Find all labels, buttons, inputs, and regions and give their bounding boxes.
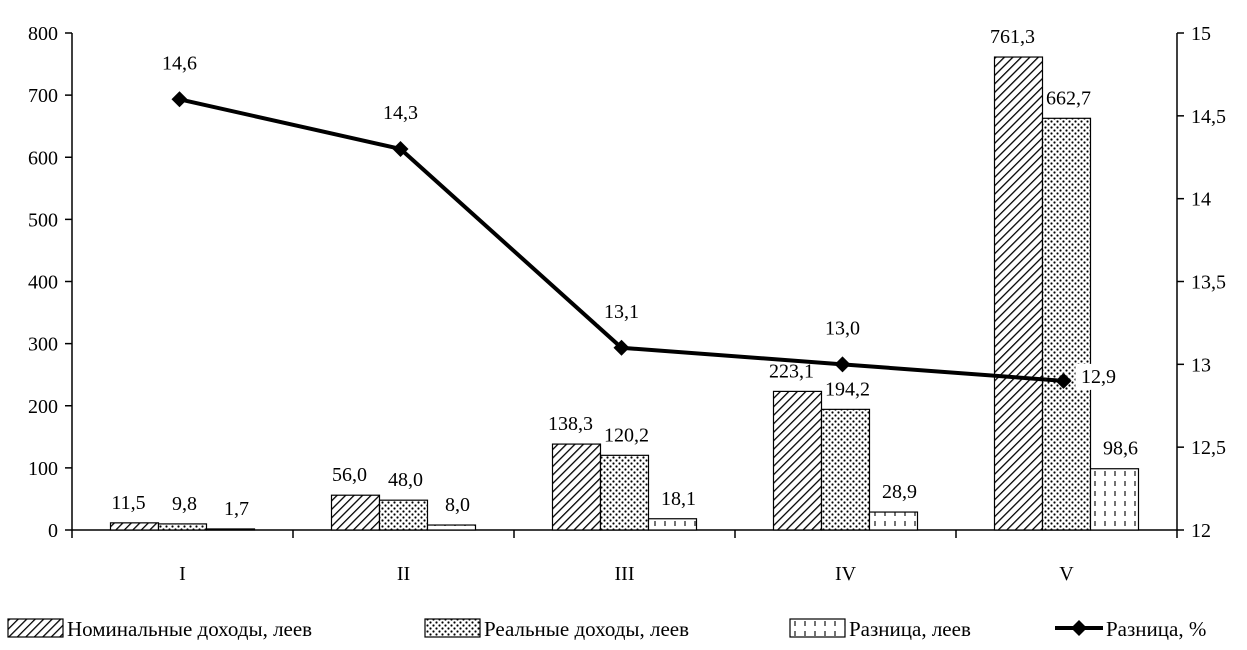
line-data-label: 12,9: [1081, 366, 1116, 388]
line-label-background: [1075, 363, 1122, 390]
left-axis-tick-label: 400: [28, 272, 58, 294]
legend-label: Реальные доходы, леев: [484, 617, 689, 641]
legend-swatch: [424, 618, 481, 638]
legend-swatch: [7, 618, 64, 638]
bar: [157, 523, 208, 531]
bar-data-label: 18,1: [661, 488, 696, 510]
right-axis-tick-label: 12: [1191, 520, 1211, 542]
line-data-label: 14,6: [162, 52, 197, 74]
right-axis-tick-label: 14: [1191, 189, 1211, 211]
left-axis-tick-label: 600: [28, 147, 58, 169]
line-data-label: 13,0: [825, 317, 860, 339]
left-axis-tick-label: 0: [48, 520, 58, 542]
bar-data-label: 8,0: [445, 494, 470, 516]
right-axis-tick-label: 14,5: [1191, 106, 1226, 128]
diamond-marker: [834, 356, 851, 373]
line-data-label: 13,1: [604, 301, 639, 323]
left-axis-tick-label: 300: [28, 334, 58, 356]
right-axis-tick-label: 12,5: [1191, 437, 1226, 459]
line-series: [171, 91, 1072, 389]
left-axis-tick-label: 500: [28, 209, 58, 231]
bar-data-label: 194,2: [825, 378, 870, 400]
diamond-marker: [1055, 372, 1072, 389]
diamond-marker: [171, 91, 188, 108]
bar: [599, 454, 650, 531]
x-axis-tick-label: IV: [835, 563, 857, 585]
legend-swatch: [789, 618, 846, 638]
right-axis-tick-label: 15: [1191, 23, 1211, 45]
legend: Номинальные доходы, леев Реальные доходы,…: [7, 617, 1206, 641]
line-data-label: 14,3: [383, 102, 418, 124]
line-label-background: [597, 297, 646, 324]
line-label-background: [155, 49, 204, 76]
left-axis-tick-label: 200: [28, 396, 58, 418]
data-labels: 11,5 56,0 138,3 223,1 761,3 9,8 48,0 120,2 194,2…: [111, 26, 1138, 520]
right-axis-tick-label: 13: [1191, 354, 1211, 376]
legend-label: Разница, леев: [849, 617, 971, 641]
bar: [993, 56, 1044, 531]
bar: [330, 494, 381, 531]
x-axis-tick-label: V: [1059, 563, 1074, 585]
bar: [647, 518, 698, 531]
legend-label: Номинальные доходы, леев: [67, 617, 312, 641]
bar-data-label: 9,8: [172, 493, 197, 515]
bar: [1041, 117, 1092, 531]
bar: [378, 499, 429, 531]
bar-data-label: 1,7: [224, 498, 249, 520]
left-axis-tick-label: 800: [28, 23, 58, 45]
bar-data-label: 98,6: [1103, 438, 1138, 460]
bars: [109, 56, 1140, 531]
bar: [820, 408, 871, 531]
left-axis-tick-label: 700: [28, 85, 58, 107]
diamond-marker: [392, 140, 409, 157]
bar-data-label: 11,5: [111, 492, 145, 514]
bar-data-label: 761,3: [990, 26, 1035, 48]
bar: [1089, 468, 1140, 531]
bar: [551, 443, 602, 531]
legend-label: Разница, %: [1106, 617, 1206, 641]
bar: [772, 390, 823, 531]
bar: [109, 522, 160, 531]
bar: [205, 528, 256, 531]
bar: [868, 511, 919, 531]
left-axis-tick-label: 100: [28, 458, 58, 480]
bar-data-label: 56,0: [332, 464, 367, 486]
line-label-background: [818, 314, 867, 341]
right-axis-tick-label: 13,5: [1191, 272, 1226, 294]
bar-data-label: 662,7: [1046, 87, 1091, 109]
diamond-marker: [613, 339, 630, 356]
bar-data-label: 120,2: [604, 424, 649, 446]
legend-diamond-marker: [1071, 620, 1087, 636]
line-label-background: [376, 98, 425, 125]
bar: [426, 524, 477, 531]
bar-data-label: 28,9: [882, 481, 917, 503]
x-axis-tick-label: I: [179, 563, 186, 585]
x-axis-tick-label: III: [615, 563, 635, 585]
bar-data-label: 48,0: [388, 469, 423, 491]
bar-data-label: 138,3: [548, 413, 593, 435]
bar-data-label: 223,1: [769, 360, 814, 382]
x-axis-tick-label: II: [397, 563, 410, 585]
axes: 0 100 200 300 400 500 600 700 800 12 12,5 13 13,5 14 1…: [28, 23, 1226, 585]
series-line: [179, 97, 1064, 383]
